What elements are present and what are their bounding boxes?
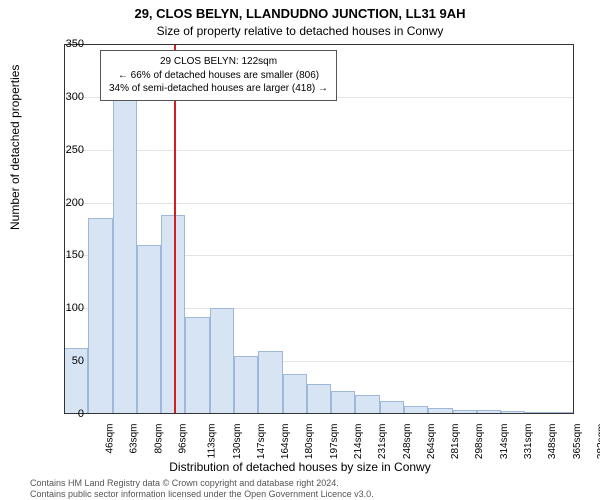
footer-line1: Contains HM Land Registry data © Crown c… [30,478,374,489]
xtick-label: 180sqm [305,424,316,460]
ytick-label: 350 [54,38,84,50]
xtick-label: 382sqm [596,424,600,460]
xtick-label: 348sqm [547,424,558,460]
chart-container: 29, CLOS BELYN, LLANDUDNO JUNCTION, LL31… [0,0,600,500]
ytick-label: 150 [54,249,84,261]
xtick-label: 231sqm [377,424,388,460]
xtick-label: 113sqm [207,424,218,459]
xtick-label: 130sqm [232,424,243,460]
xtick-label: 46sqm [105,424,116,454]
ytick-label: 300 [54,91,84,103]
chart-title-subtitle: Size of property relative to detached ho… [0,24,600,38]
xtick-label: 365sqm [572,424,583,460]
chart-title-address: 29, CLOS BELYN, LLANDUDNO JUNCTION, LL31… [0,6,600,21]
xtick-label: 281sqm [450,424,461,460]
xtick-label: 96sqm [178,424,189,454]
xtick-label: 214sqm [353,424,364,460]
y-axis-label: Number of detached properties [8,65,22,230]
annotation-line2: ← 66% of detached houses are smaller (80… [109,69,328,83]
xtick-label: 164sqm [280,424,291,460]
xtick-label: 80sqm [153,424,164,454]
ytick-label: 200 [54,197,84,209]
annotation-line3: 34% of semi-detached houses are larger (… [109,82,328,96]
xtick-label: 147sqm [256,424,267,460]
xtick-label: 331sqm [523,424,534,460]
annotation-line1: 29 CLOS BELYN: 122sqm [109,55,328,69]
xtick-label: 248sqm [402,424,413,460]
xtick-label: 197sqm [329,424,340,460]
xtick-label: 63sqm [129,424,140,454]
xtick-label: 264sqm [426,424,437,460]
ytick-label: 100 [54,302,84,314]
xtick-label: 298sqm [475,424,486,460]
footer-attribution: Contains HM Land Registry data © Crown c… [30,478,374,500]
ytick-label: 0 [54,408,84,420]
xtick-label: 314sqm [499,424,510,460]
ytick-label: 50 [54,355,84,367]
ytick-label: 250 [54,144,84,156]
x-axis-label: Distribution of detached houses by size … [0,460,600,474]
annotation-box: 29 CLOS BELYN: 122sqm← 66% of detached h… [100,50,337,101]
footer-line2: Contains public sector information licen… [30,489,374,500]
